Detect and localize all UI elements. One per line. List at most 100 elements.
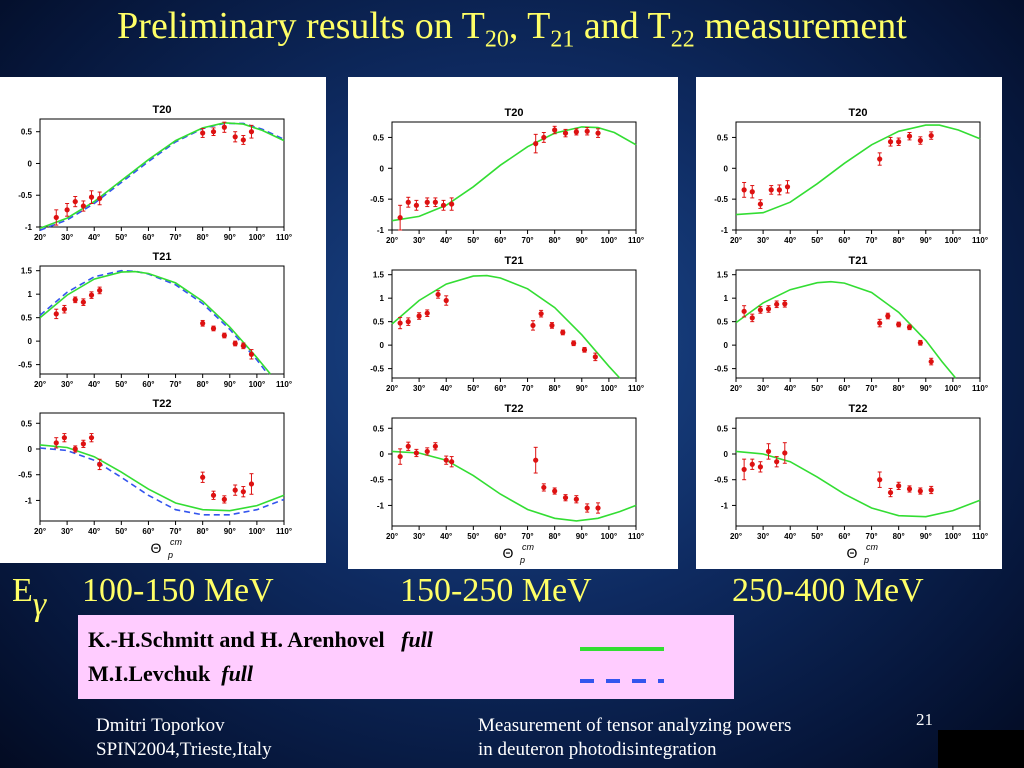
data-point <box>552 488 558 494</box>
data-point <box>749 315 755 321</box>
data-point <box>887 139 894 145</box>
plot-title: T22 <box>505 403 524 415</box>
data-point <box>885 313 891 319</box>
data-point <box>64 207 70 213</box>
y-tick-label: 0.5 <box>21 128 33 137</box>
data-point <box>88 292 95 298</box>
x-tick-label: 110° <box>972 532 988 541</box>
x-tick-label: 30° <box>61 527 73 536</box>
data-point <box>248 351 255 357</box>
plot-title: T20 <box>153 104 172 116</box>
data-point <box>424 310 430 316</box>
x-tick-label: 50° <box>811 384 823 393</box>
y-tick-label: 0 <box>28 159 33 168</box>
y-tick-label: -0.5 <box>714 476 728 485</box>
data-point <box>538 311 544 317</box>
y-tick-label: 1.5 <box>373 271 385 280</box>
data-point <box>533 141 539 147</box>
y-tick-label: -0.5 <box>714 365 728 374</box>
plot-frame <box>39 118 285 228</box>
x-tick-label: 40° <box>88 527 100 536</box>
data-point <box>210 492 217 498</box>
data-point <box>774 301 780 307</box>
data-point <box>877 156 883 162</box>
data-point <box>533 457 539 463</box>
x-tick-label: 100° <box>249 527 266 536</box>
data-point <box>72 446 78 452</box>
y-tick-label: -1 <box>721 501 729 510</box>
data-point <box>917 137 923 144</box>
data-point <box>435 291 441 298</box>
x-tick-label: 80° <box>197 380 209 389</box>
data-point <box>584 505 590 511</box>
y-tick-label: 0.5 <box>373 424 385 433</box>
x-tick-label: 60° <box>142 233 154 242</box>
x-tick-label: 20° <box>34 380 46 389</box>
data-point <box>784 184 791 190</box>
x-tick-label: 20° <box>386 384 398 393</box>
data-point <box>595 505 601 511</box>
levchuk-curve <box>39 122 285 231</box>
data-point <box>97 461 103 468</box>
y-tick-label: -0.5 <box>18 361 32 370</box>
data-point <box>584 128 590 134</box>
x-axis-label-sup: cm <box>170 537 183 547</box>
data-point <box>397 215 403 221</box>
schmitt-arenhovel-curve <box>391 450 637 522</box>
x-tick-label: 50° <box>467 532 479 541</box>
data-point <box>53 214 59 221</box>
chart-panel-150-250: T20 -1 -0.5 0 0.5 20° 30° 40° 50° 60° 70° 80° 90° 100… <box>348 77 678 569</box>
x-tick-label: 50° <box>467 384 479 393</box>
x-axis-label-sup: cm <box>522 542 535 552</box>
x-tick-label: 110° <box>628 236 644 245</box>
x-tick-label: 60° <box>494 532 506 541</box>
x-tick-label: 30° <box>61 233 73 242</box>
data-point <box>877 477 883 483</box>
schmitt-arenhovel-curve <box>735 280 957 379</box>
x-axis-label-theta: Θ <box>847 545 858 561</box>
x-axis-label-sup: cm <box>866 542 879 552</box>
y-tick-label: 0.5 <box>717 424 729 433</box>
y-tick-label: 1 <box>724 294 729 303</box>
y-tick-label: -0.5 <box>18 191 32 200</box>
y-tick-label: -0.5 <box>370 195 384 204</box>
data-point <box>232 487 238 493</box>
data-point <box>200 130 206 136</box>
data-point <box>928 132 934 139</box>
x-tick-label: 40° <box>440 236 452 245</box>
y-tick-label: -1 <box>25 223 33 232</box>
plot-title: T21 <box>153 251 172 263</box>
y-tick-label: 0 <box>724 164 729 173</box>
plot-frame <box>735 417 981 527</box>
legend-row-levchuk: M.I.Levchuk full <box>88 661 254 686</box>
x-tick-label: 60° <box>142 380 154 389</box>
y-tick-label: 1.5 <box>717 271 729 280</box>
x-tick-label: 60° <box>838 236 850 245</box>
x-tick-label: 90° <box>920 236 932 245</box>
chart-panel-250-400: T20 -1 -0.5 0 0.5 20° 30° 40° 50° 60° 70° 80° 90° 100… <box>696 77 1002 569</box>
energy-range-1: 100-150 MeV <box>82 572 274 609</box>
x-tick-label: 110° <box>276 380 292 389</box>
x-tick-label: 40° <box>440 384 452 393</box>
x-tick-label: 50° <box>811 532 823 541</box>
y-tick-label: -1 <box>377 501 385 510</box>
data-point <box>61 306 67 312</box>
schmitt-arenhovel-curve <box>39 270 272 375</box>
plot-title: T22 <box>153 398 172 410</box>
plot-title: T21 <box>849 255 868 267</box>
x-tick-label: 60° <box>838 384 850 393</box>
data-point <box>72 198 78 205</box>
x-tick-label: 30° <box>61 380 73 389</box>
x-tick-label: 50° <box>115 527 127 536</box>
data-point <box>774 459 780 465</box>
x-tick-label: 100° <box>601 384 618 393</box>
data-point <box>240 489 246 495</box>
data-point <box>741 466 747 473</box>
x-tick-label: 90° <box>920 532 932 541</box>
data-point <box>443 457 449 463</box>
data-point <box>221 332 227 339</box>
x-tick-label: 30° <box>413 532 425 541</box>
data-point <box>221 496 227 502</box>
x-tick-label: 80° <box>893 532 905 541</box>
y-tick-label: 0.5 <box>717 318 729 327</box>
